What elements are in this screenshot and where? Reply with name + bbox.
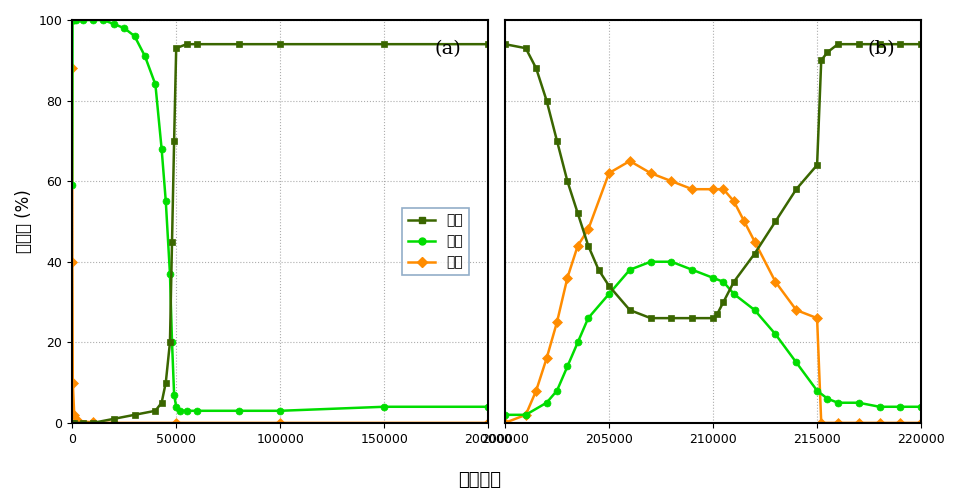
Text: ステップ: ステップ bbox=[459, 471, 501, 489]
Text: (a): (a) bbox=[434, 40, 461, 58]
Legend: 森林, 草原, 裸地: 森林, 草原, 裸地 bbox=[402, 208, 468, 275]
Text: (b): (b) bbox=[867, 40, 895, 58]
Y-axis label: 被覆率 (%): 被覆率 (%) bbox=[15, 190, 33, 253]
